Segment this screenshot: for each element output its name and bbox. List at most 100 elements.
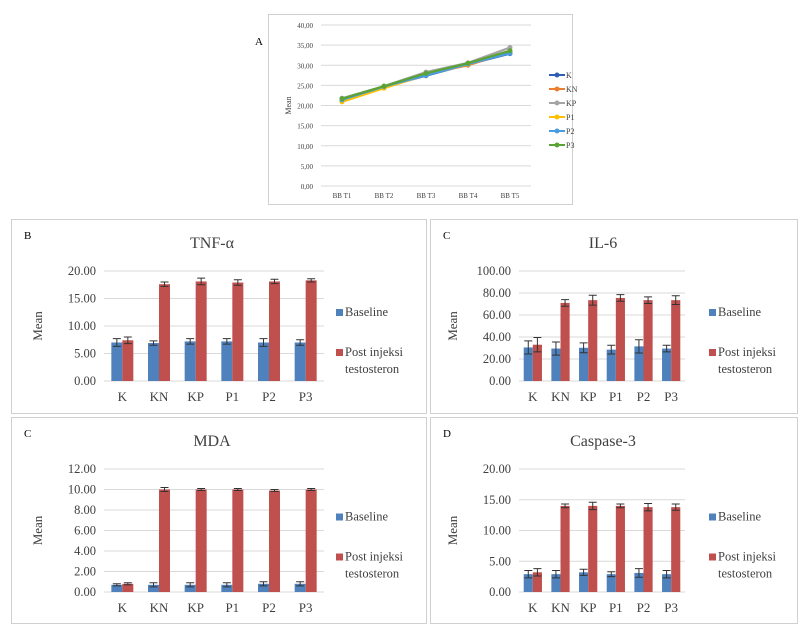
- legend-swatch-baseline: [709, 309, 716, 316]
- y-tick-label: 15,00: [297, 123, 313, 131]
- y-axis-label: Mean: [445, 311, 460, 341]
- x-tick-label: BB T3: [417, 192, 436, 200]
- bar-baseline-p2: [258, 583, 269, 592]
- bar-post-p2: [643, 300, 653, 381]
- x-tick-label: K: [528, 600, 538, 615]
- x-tick-label: K: [118, 389, 128, 404]
- error-bar: [186, 338, 195, 345]
- data-point-p3: [465, 60, 471, 66]
- bar-post-p3: [671, 507, 681, 592]
- chart-title: IL-6: [589, 235, 617, 252]
- y-tick-label: 20.00: [483, 352, 511, 366]
- bar-baseline-kp: [579, 572, 589, 592]
- chart-title: Caspase-3: [570, 433, 636, 450]
- y-tick-label: 10,00: [297, 143, 313, 151]
- bar-post-kp: [195, 281, 207, 381]
- bar-baseline-p2: [634, 346, 644, 381]
- legend-swatch-post: [336, 349, 343, 356]
- bar-baseline-p3: [662, 574, 672, 592]
- bar-post-k: [122, 340, 134, 381]
- legend-swatch-marker: [554, 142, 560, 148]
- bar-post-kn: [159, 284, 170, 381]
- y-tick-label: 20.00: [68, 264, 96, 278]
- error-bar: [112, 338, 121, 347]
- error-bar: [533, 337, 542, 353]
- y-tick-label: 0.00: [489, 374, 511, 388]
- y-tick-label: 10.00: [68, 319, 96, 333]
- legend-label: P3: [566, 141, 574, 150]
- y-tick-label: 15.00: [483, 493, 511, 507]
- x-tick-label: P3: [299, 600, 313, 615]
- legend-swatch-post: [709, 553, 716, 561]
- error-bar: [149, 340, 158, 346]
- bar-post-kp: [588, 505, 598, 592]
- bar-chart-caspase-3: Caspase-3 0.00 5.00 10.00 15.00 20.00 Mean K KN K…: [445, 433, 777, 615]
- panel-label-c2: C: [24, 428, 32, 440]
- x-tick-label: P1: [609, 600, 623, 615]
- bar-baseline-p1: [606, 574, 616, 592]
- bar-baseline-kn: [551, 348, 561, 381]
- bar-post-p3: [305, 280, 317, 381]
- bar-baseline-k: [523, 574, 533, 592]
- error-bar: [551, 341, 560, 356]
- y-tick-label: 100.00: [477, 264, 511, 278]
- legend-label: Post injeksi testosteron: [345, 550, 404, 581]
- bar-baseline-p2: [634, 572, 644, 592]
- bar-baseline-p3: [294, 583, 306, 592]
- x-tick-label: BB T2: [375, 192, 394, 200]
- error-bar: [524, 340, 533, 355]
- error-bar: [616, 503, 625, 509]
- y-tick-label: 5,00: [301, 163, 314, 171]
- error-bar: [662, 569, 671, 579]
- legend-label: P2: [566, 127, 574, 136]
- bar-baseline-p3: [662, 348, 672, 381]
- x-tick-label: K: [528, 389, 538, 404]
- x-tick-label: P1: [225, 600, 239, 615]
- legend-swatch-post: [709, 349, 716, 356]
- legend-label: Post injeksi testosteron: [345, 345, 404, 376]
- bar-post-kn: [560, 302, 570, 381]
- error-bar: [186, 582, 195, 588]
- error-bar: [644, 502, 653, 512]
- y-axis-label: Mean: [30, 311, 45, 341]
- bar-baseline-kp: [184, 341, 196, 381]
- error-bar: [671, 295, 680, 306]
- bar-post-p3: [305, 489, 317, 592]
- y-tick-label: 30,00: [297, 62, 313, 70]
- error-bar: [607, 571, 616, 578]
- bar-baseline-k: [111, 584, 123, 592]
- error-bar: [561, 503, 570, 509]
- error-bar: [270, 489, 279, 493]
- error-bar: [607, 344, 616, 355]
- error-bar: [270, 278, 279, 285]
- x-tick-label: KN: [551, 600, 570, 615]
- x-tick-label: BB T1: [333, 192, 352, 200]
- x-tick-label: P2: [637, 600, 651, 615]
- bar-post-p3: [671, 300, 681, 381]
- bar-chart-tnf-alpha: TNF-α 0.00 5.00 10.00 15.00 20.00 Mean K KN KP P1 P…: [30, 235, 404, 404]
- legend-swatch-baseline: [336, 309, 343, 316]
- legend-label: Post injeksi testosteron: [718, 345, 777, 376]
- error-bar: [662, 344, 671, 353]
- y-tick-label: 5.00: [489, 554, 511, 568]
- y-axis-label: Mean: [30, 515, 45, 545]
- x-tick-label: P3: [664, 389, 678, 404]
- legend-label: KN: [566, 85, 578, 94]
- error-bar: [149, 582, 158, 588]
- x-tick-label: P3: [299, 389, 313, 404]
- panel-label-a: A: [255, 36, 263, 48]
- x-tick-label: KP: [187, 600, 204, 615]
- error-bar: [197, 277, 206, 286]
- error-bar: [634, 568, 643, 578]
- y-tick-label: 40,00: [297, 22, 313, 30]
- legend-swatch-baseline: [709, 513, 716, 521]
- bar-baseline-kn: [148, 584, 159, 592]
- x-tick-label: KN: [551, 389, 570, 404]
- error-bar: [160, 486, 169, 493]
- y-tick-label: 0.00: [489, 585, 511, 599]
- y-tick-label: 0.00: [74, 585, 96, 599]
- y-tick-label: 8.00: [74, 503, 96, 517]
- error-bar: [307, 278, 316, 283]
- bar-baseline-k: [111, 342, 123, 381]
- chart-panel-a: 0,00 5,00 10,00 15,00 20,00 25,00 30,00 35,00 40…: [268, 14, 578, 205]
